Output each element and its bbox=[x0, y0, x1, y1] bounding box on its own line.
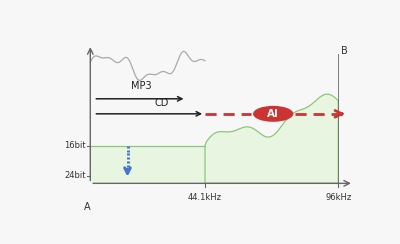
Text: A: A bbox=[84, 202, 90, 212]
Text: AI: AI bbox=[267, 109, 279, 119]
Text: 44.1kHz: 44.1kHz bbox=[188, 193, 222, 202]
Text: 24bit: 24bit bbox=[64, 171, 86, 180]
Polygon shape bbox=[205, 94, 338, 183]
Text: 16bit: 16bit bbox=[64, 141, 86, 150]
Text: B: B bbox=[342, 46, 348, 56]
Text: CD: CD bbox=[154, 98, 169, 108]
Ellipse shape bbox=[253, 106, 293, 122]
Polygon shape bbox=[90, 146, 205, 183]
Text: 96kHz: 96kHz bbox=[325, 193, 352, 202]
Text: MP3: MP3 bbox=[131, 81, 152, 91]
